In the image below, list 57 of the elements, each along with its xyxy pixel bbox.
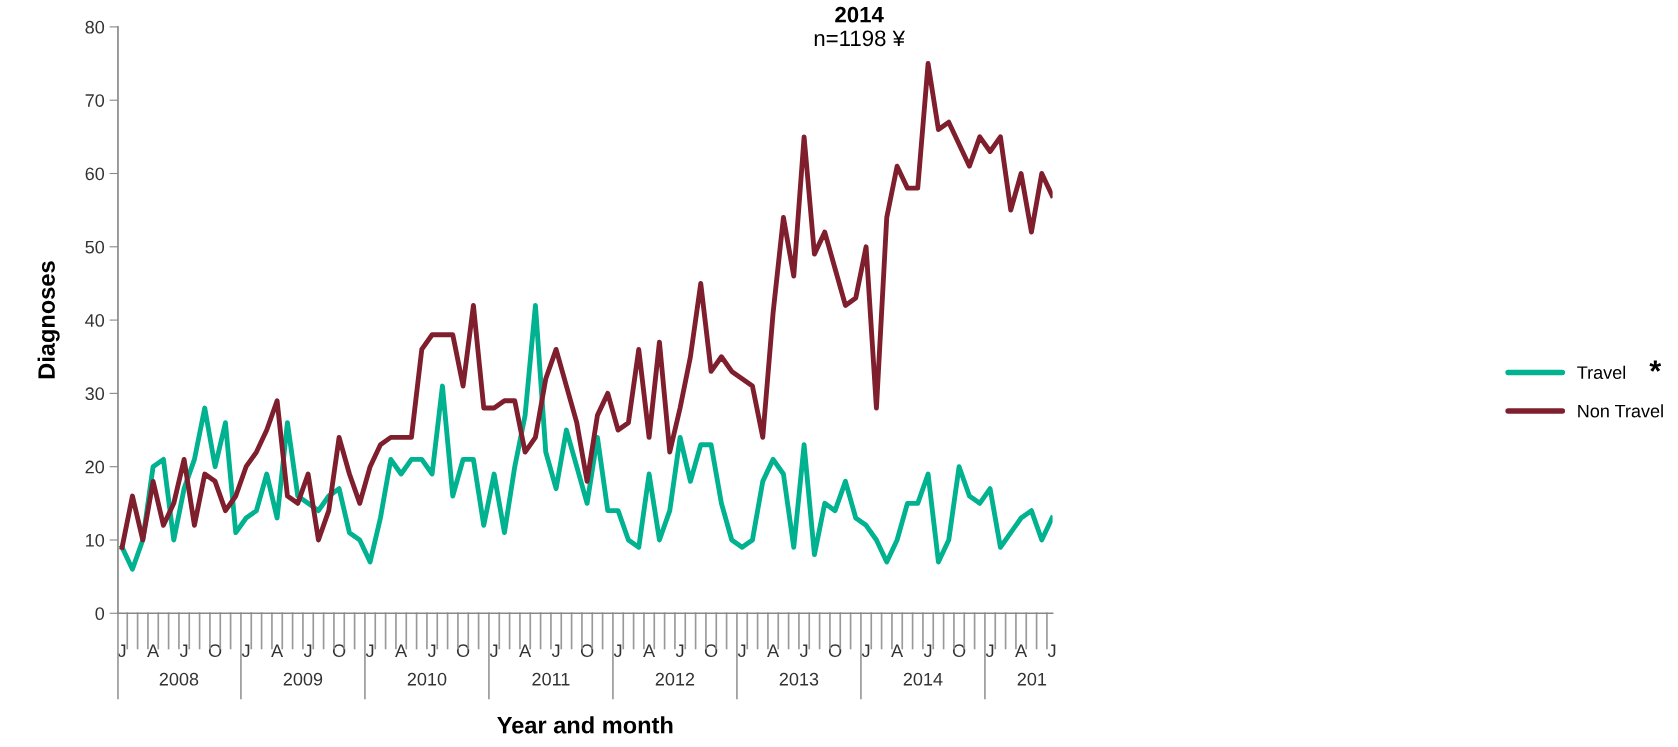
- x-tick-label: A: [519, 644, 532, 657]
- x-tick-label: O: [580, 644, 594, 658]
- x-tick-label: J: [861, 644, 870, 658]
- x-tick-label: J: [799, 644, 808, 658]
- x-tick-label: J: [427, 644, 436, 658]
- text: 2014: [903, 672, 943, 686]
- x-tick-label: J: [241, 644, 250, 658]
- y-tick-label: 10: [86, 533, 105, 547]
- x-tick-label: O: [704, 644, 718, 658]
- y-tick-label: 50: [85, 240, 105, 254]
- y-tick-label: 0: [95, 607, 105, 621]
- x-tick-label: A: [643, 644, 656, 657]
- annotation: n=1198 ¥: [814, 30, 906, 47]
- x-axis-title: Year and month: [497, 716, 673, 734]
- text: 2010: [407, 672, 447, 686]
- x-tick-label: J: [923, 644, 932, 658]
- text: *: [1649, 360, 1662, 372]
- text: 2008: [159, 672, 199, 686]
- x-tick-label: J: [675, 644, 684, 658]
- x-tick-label: A: [891, 644, 904, 657]
- text: 201: [1017, 672, 1047, 686]
- x-tick-label: O: [952, 644, 966, 658]
- x-tick-label: J: [303, 644, 312, 658]
- y-tick-label: 20: [85, 460, 105, 474]
- x-tick-label: J: [551, 644, 560, 658]
- x-tick-label: O: [828, 644, 842, 658]
- y-axis-title: Diagnoses: [37, 261, 60, 379]
- line-series: [119, 61, 1053, 550]
- x-tick-label: A: [271, 644, 284, 657]
- text: 2013: [779, 672, 819, 686]
- x-tick-label: J: [1047, 644, 1056, 658]
- x-tick-label: J: [489, 644, 498, 658]
- x-tick-label: A: [1015, 644, 1028, 657]
- y-tick-label: 60: [85, 167, 105, 181]
- x-tick-label: J: [365, 644, 374, 658]
- x-tick-label: A: [767, 644, 780, 657]
- x-tick-label: O: [208, 644, 222, 658]
- x-tick-label: J: [117, 644, 126, 658]
- text: 2011: [532, 672, 570, 686]
- y-tick-label: 30: [85, 387, 105, 401]
- x-tick-label: J: [179, 644, 188, 658]
- x-tick-label: O: [332, 644, 346, 658]
- text: 2009: [283, 672, 323, 686]
- legend-label: Travel: [1577, 365, 1626, 379]
- x-tick-label: A: [395, 644, 408, 657]
- y-tick-label: 70: [85, 94, 105, 107]
- x-tick-label: O: [456, 644, 470, 658]
- y-tick-label: 80: [85, 20, 105, 34]
- text: 2014: [835, 6, 884, 23]
- y-tick-label: 40: [85, 314, 105, 327]
- x-tick-label: J: [985, 644, 994, 658]
- legend-label: Non Travel: [1578, 404, 1663, 418]
- x-tick-label: J: [737, 644, 746, 658]
- x-tick-label: A: [147, 644, 160, 657]
- text: 2012: [655, 672, 695, 686]
- line-series: [119, 303, 1053, 572]
- x-tick-label: J: [613, 644, 622, 658]
